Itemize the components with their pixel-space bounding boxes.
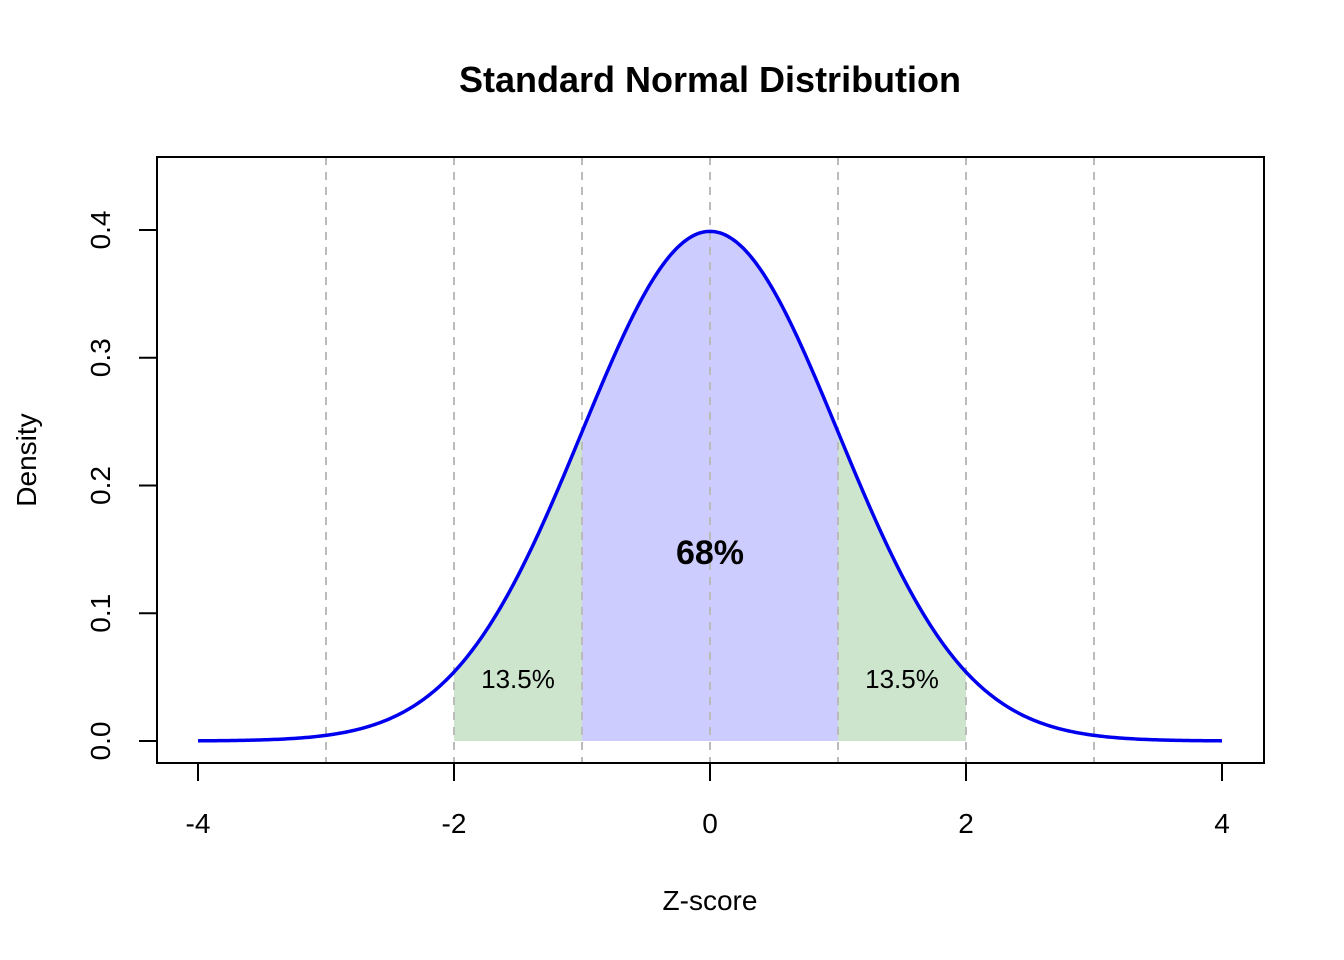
region-label-0: 13.5% [481, 664, 555, 694]
density-curve [197, 229, 1223, 743]
y-tick-label: 0.3 [85, 338, 116, 377]
y-tick-label: 0.0 [85, 722, 116, 761]
y-axis: 0.0 0.1 0.2 0.3 0.4 [85, 211, 158, 761]
shaded-region-1 [582, 231, 838, 741]
y-tick-label: 0.4 [85, 211, 116, 250]
sigma-label: 0 [707, 758, 719, 783]
x-tick-label: -2 [442, 808, 467, 839]
sigma-labels: -3 -2 -1 0 1 2 3 [319, 758, 1103, 783]
curve-layer [197, 229, 1223, 743]
y-axis-label: Density [11, 413, 42, 506]
y-tick-label: 0.1 [85, 594, 116, 633]
sigma-label: -1 [575, 758, 595, 783]
x-axis: -4 -2 0 2 4 [186, 762, 1230, 839]
sigma-label: -2 [447, 758, 467, 783]
grid-lines [325, 157, 1095, 763]
y-tick-label: 0.2 [85, 466, 116, 505]
sigma-label: -3 [319, 758, 339, 783]
x-tick-label: 4 [1214, 808, 1230, 839]
region-label-1: 68% [676, 534, 744, 572]
shaded-regions [454, 231, 966, 741]
region-label-2: 13.5% [865, 664, 939, 694]
x-tick-label: -4 [186, 808, 211, 839]
sigma-label: 1 [835, 758, 847, 783]
chart-title: Standard Normal Distribution [459, 59, 961, 100]
region-labels: 13.5% 68% 13.5% [481, 534, 939, 694]
x-tick-label: 0 [702, 808, 718, 839]
sigma-label: 2 [963, 758, 975, 783]
x-axis-label: Z-score [663, 885, 758, 916]
sigma-label: 3 [1091, 758, 1103, 783]
x-tick-label: 2 [958, 808, 974, 839]
